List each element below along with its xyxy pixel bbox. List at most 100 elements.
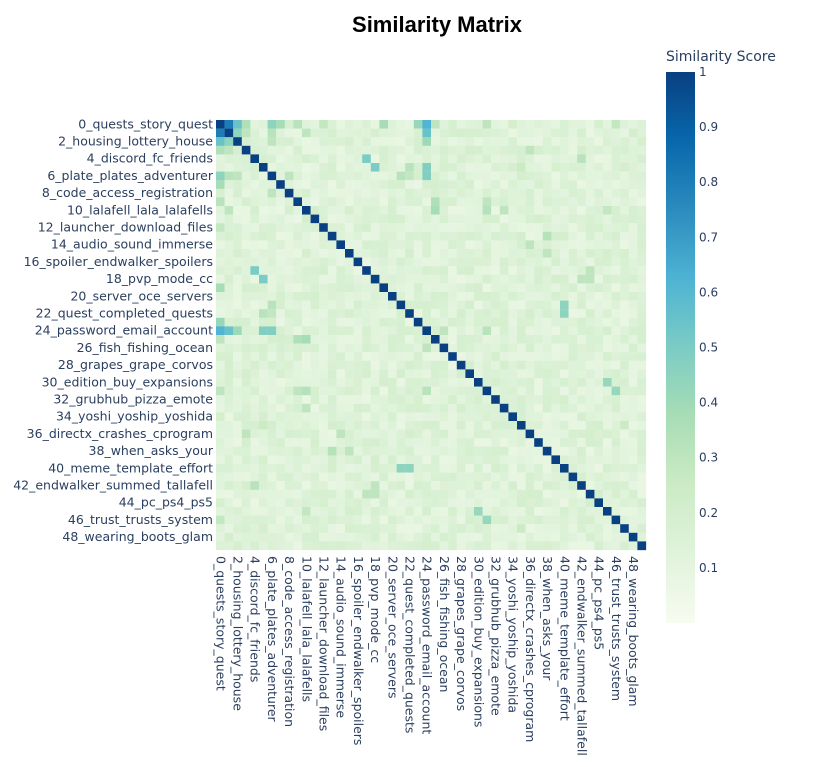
- x-tick-label: 16_spoiler_endwalker_spoilers: [351, 556, 366, 745]
- heatmap-cell: [276, 464, 285, 473]
- heatmap-cell: [267, 421, 277, 430]
- heatmap-cell: [327, 326, 337, 336]
- heatmap-cell: [508, 266, 518, 275]
- heatmap-cell: [422, 266, 432, 275]
- heatmap-cell: [276, 231, 285, 241]
- heatmap-cell: [241, 266, 251, 275]
- heatmap-cell: [499, 223, 509, 232]
- heatmap-cell: [284, 438, 294, 447]
- heatmap-cell: [620, 378, 629, 387]
- heatmap-cell: [594, 524, 604, 533]
- heatmap-cell: [362, 197, 371, 207]
- heatmap-cell: [267, 360, 277, 370]
- heatmap-cell: [517, 188, 526, 198]
- heatmap-cell: [224, 249, 234, 258]
- heatmap-cell: [499, 257, 509, 267]
- heatmap-cell: [568, 335, 578, 344]
- heatmap-cell: [370, 214, 380, 224]
- heatmap-cell: [370, 507, 380, 516]
- heatmap-cell: [474, 137, 483, 146]
- heatmap-cell: [250, 343, 260, 353]
- heatmap-cell: [379, 498, 389, 508]
- heatmap-cell: [439, 171, 449, 181]
- heatmap-cell: [517, 352, 526, 361]
- heatmap-cell: [250, 360, 260, 370]
- heatmap-cell: [637, 214, 647, 224]
- heatmap-cell: [431, 412, 440, 422]
- heatmap-cell: [388, 283, 397, 293]
- heatmap-cell: [267, 137, 277, 146]
- heatmap-cell: [276, 317, 285, 327]
- heatmap-cell: [327, 292, 337, 301]
- heatmap-cell: [396, 197, 406, 207]
- heatmap-cell: [353, 343, 363, 353]
- heatmap-cell: [628, 455, 638, 465]
- heatmap-cell: [259, 524, 268, 533]
- heatmap-cell: [319, 369, 328, 379]
- heatmap-cell: [534, 292, 543, 301]
- heatmap-cell: [551, 283, 561, 293]
- heatmap-cell: [577, 472, 586, 482]
- heatmap-cell: [491, 145, 500, 155]
- heatmap-cell: [474, 206, 483, 215]
- heatmap-cell: [431, 214, 440, 224]
- heatmap-cell: [508, 197, 518, 207]
- heatmap-cell: [241, 481, 251, 490]
- heatmap-cell: [465, 171, 475, 181]
- heatmap-cell: [611, 421, 621, 430]
- heatmap-cell: [431, 421, 440, 430]
- heatmap-cell: [250, 197, 260, 207]
- heatmap-cell: [284, 421, 294, 430]
- heatmap-cell: [310, 352, 320, 361]
- heatmap-cell: [353, 206, 363, 215]
- heatmap-cell: [611, 489, 621, 499]
- heatmap-cell: [551, 412, 561, 422]
- heatmap-cell: [267, 369, 277, 379]
- y-tick-label: 46_trust_trusts_system: [68, 512, 213, 527]
- heatmap-cell: [499, 154, 509, 164]
- heatmap-cell: [267, 145, 277, 155]
- heatmap-cell: [456, 180, 466, 189]
- heatmap-cell: [310, 128, 320, 138]
- heatmap-cell: [405, 120, 414, 129]
- heatmap-cell: [551, 360, 561, 370]
- heatmap-cell: [560, 317, 569, 327]
- heatmap-cell: [534, 507, 543, 516]
- heatmap-cell: [508, 421, 518, 430]
- heatmap-cell: [603, 120, 612, 129]
- heatmap-cell: [474, 300, 483, 310]
- heatmap-cell: [499, 300, 509, 310]
- heatmap-cell: [482, 120, 492, 129]
- heatmap-cell: [611, 541, 621, 551]
- heatmap-cell: [560, 249, 569, 258]
- heatmap-cell: [525, 421, 535, 430]
- heatmap-cell: [448, 292, 457, 301]
- heatmap-cell: [327, 171, 337, 181]
- heatmap-cell: [362, 343, 371, 353]
- heatmap-cell: [456, 386, 466, 396]
- heatmap-cell: [448, 446, 457, 456]
- heatmap-cell: [345, 120, 354, 129]
- heatmap-cell: [405, 429, 414, 439]
- heatmap-cell: [482, 524, 492, 533]
- heatmap-cell: [216, 214, 225, 224]
- heatmap-cell: [284, 300, 294, 310]
- heatmap-cell: [637, 300, 647, 310]
- heatmap-cell: [216, 455, 225, 465]
- heatmap-cell: [456, 446, 466, 456]
- heatmap-cell: [319, 300, 328, 310]
- y-tick-label: 44_pc_ps4_ps5: [119, 495, 213, 510]
- heatmap-cell: [456, 266, 466, 275]
- heatmap-cell: [620, 300, 629, 310]
- heatmap-cell: [336, 412, 346, 422]
- heatmap-cell: [499, 524, 509, 533]
- heatmap-cell: [611, 266, 621, 275]
- heatmap-cell: [267, 154, 277, 164]
- heatmap-cell: [293, 231, 303, 241]
- heatmap-cell: [216, 472, 225, 482]
- heatmap-cell: [517, 137, 526, 146]
- heatmap-cell: [474, 309, 483, 318]
- heatmap-cell: [611, 464, 621, 473]
- heatmap-cell: [405, 188, 414, 198]
- heatmap-cell: [517, 309, 526, 318]
